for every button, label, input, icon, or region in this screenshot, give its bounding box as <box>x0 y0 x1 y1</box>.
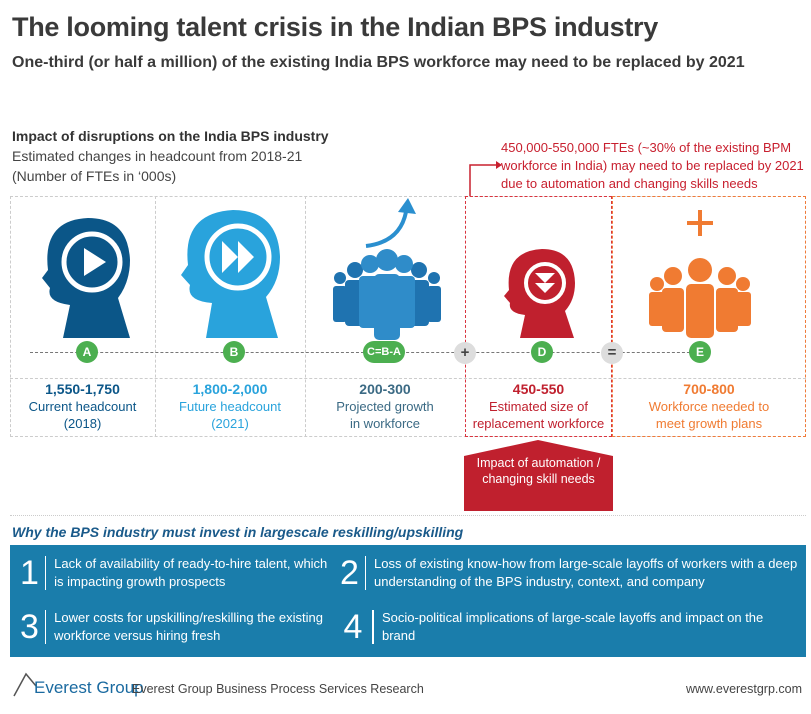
reason-item: 4 Socio-political implications of large-… <box>340 609 800 645</box>
page-title: The looming talent crisis in the Indian … <box>12 12 658 42</box>
column-current-headcount: 1,550-1,750 Current headcount (2018) <box>10 381 155 432</box>
badge-e: E <box>689 341 711 363</box>
equals-operator: = <box>601 342 623 364</box>
value: 1,550-1,750 <box>45 381 120 397</box>
people-plus-icon <box>649 210 751 338</box>
people-growth-icon <box>333 198 441 340</box>
note-arrow-icon <box>469 161 502 197</box>
label: replacement workforce <box>472 416 605 431</box>
divider <box>10 515 806 516</box>
reasons-panel: 1 Lack of availability of ready-to-hire … <box>10 545 806 657</box>
label: (2021) <box>211 416 249 431</box>
head-fast-forward-icon <box>181 210 280 338</box>
badge-c: C=B-A <box>363 341 405 363</box>
reason-item: 2 Loss of existing know-how from large-s… <box>340 555 800 591</box>
growth-highlight-box <box>612 196 806 437</box>
reason-item: 3 Lower costs for upskilling/reskilling … <box>20 609 330 645</box>
value: 450-550 <box>512 381 565 397</box>
label: in workforce <box>349 416 421 431</box>
plus-operator: + <box>454 342 476 364</box>
impact-box-text: Impact of automation / changing skill ne… <box>476 456 601 486</box>
head-down-icon <box>504 249 575 338</box>
logo-text: Everest Group <box>34 678 144 697</box>
reason-item: 1 Lack of availability of ready-to-hire … <box>20 555 330 591</box>
head-play-icon <box>42 218 130 338</box>
divider <box>10 378 806 379</box>
column-projected-growth: 200-300 Projected growth in workforce <box>305 381 465 432</box>
reason-text: Loss of existing know-how from large-sca… <box>374 556 798 589</box>
page-subtitle: One-third (or half a million) of the exi… <box>12 54 745 71</box>
label: meet growth plans <box>655 416 763 431</box>
label: Projected growth <box>336 399 434 414</box>
label: (2018) <box>63 416 102 431</box>
label: Workforce needed to <box>648 399 770 414</box>
reason-number: 4 <box>343 608 363 646</box>
column-replacement-workforce: 450-550 Estimated size of replacement wo… <box>465 381 612 432</box>
divider <box>305 196 306 437</box>
value: 1,800-2,000 <box>192 381 268 397</box>
reason-text: Lack of availability of ready-to-hire ta… <box>54 556 328 589</box>
badge-a: A <box>76 341 98 363</box>
section-line-1: Estimated changes in headcount from 2018… <box>12 148 303 164</box>
value: 700-800 <box>683 381 735 397</box>
column-future-headcount: 1,800-2,000 Future headcount (2021) <box>155 381 305 432</box>
reason-text: Socio-political implications of large-sc… <box>381 610 764 643</box>
badge-d: D <box>531 341 553 363</box>
reason-text: Lower costs for upskilling/reskilling th… <box>54 610 323 643</box>
footer-url[interactable]: www.everestgrp.com <box>686 682 803 696</box>
label: Future headcount <box>179 399 281 414</box>
footer-source: Everest Group Business Process Services … <box>132 682 424 696</box>
replacement-note: 450,000-550,000 FTEs (~30% of the existi… <box>501 140 804 191</box>
label: Current headcount <box>28 399 137 414</box>
impact-box-shape <box>464 440 613 511</box>
reason-number: 2 <box>340 554 359 592</box>
column-workforce-needed: 700-800 Workforce needed to meet growth … <box>612 381 806 432</box>
section-line-2: (Number of FTEs in ‘000s) <box>12 168 177 184</box>
label: Estimated size of <box>489 399 588 414</box>
divider <box>155 196 156 437</box>
badge-b: B <box>223 341 245 363</box>
reason-number: 1 <box>20 554 39 592</box>
reason-number: 3 <box>20 608 39 646</box>
value: 200-300 <box>359 381 411 397</box>
section-heading: Impact of disruptions on the India BPS i… <box>12 128 329 144</box>
mountain-icon <box>13 672 37 697</box>
why-heading: Why the BPS industry must invest in larg… <box>12 524 464 540</box>
replacement-highlight-box <box>465 196 612 437</box>
